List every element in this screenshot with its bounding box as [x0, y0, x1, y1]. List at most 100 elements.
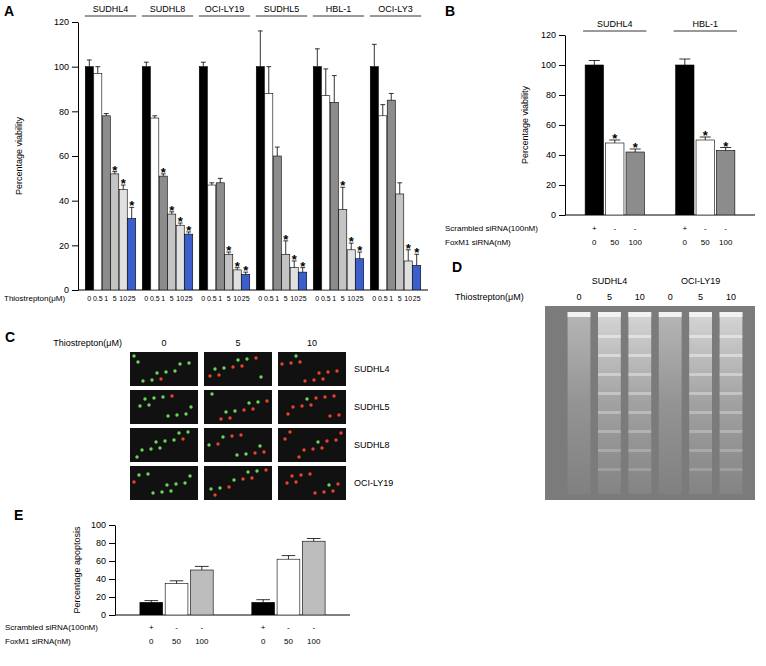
y-tick-label: 80 — [59, 107, 69, 117]
cell-dot — [137, 473, 140, 476]
gel-band — [720, 373, 743, 376]
condition-value: - — [287, 623, 290, 632]
micrograph — [130, 466, 198, 500]
gel-band — [689, 335, 712, 338]
category-underline — [85, 16, 136, 17]
condition-value: + — [592, 224, 597, 233]
lane-label: 10 — [726, 292, 736, 302]
x-tick-label: 0 — [144, 295, 148, 302]
micrograph — [278, 428, 346, 462]
x-tick-label: 1 — [104, 295, 108, 302]
error-bar-cap — [397, 182, 402, 183]
condition-value: - — [634, 224, 637, 233]
cell-dot — [244, 452, 247, 455]
y-tick-mark — [109, 597, 115, 598]
bar-panel: A020406080100120Percentage viabilitySUDH… — [4, 3, 428, 303]
bar — [606, 143, 624, 215]
gel-band — [628, 392, 651, 395]
category-label: SUDHL5 — [264, 4, 300, 14]
cell-dot — [146, 472, 149, 475]
condition-value: 100 — [307, 637, 321, 646]
error-bar — [258, 31, 263, 67]
cell-dot — [132, 354, 135, 357]
cell-dot — [141, 379, 144, 382]
cell-dot — [240, 364, 243, 367]
cell-dot — [164, 370, 167, 373]
cell-dot — [160, 490, 163, 493]
y-tick-mark — [72, 67, 78, 68]
bar — [299, 272, 307, 290]
gel-band — [689, 411, 712, 414]
panel-label: A — [4, 3, 14, 19]
cell-dot — [155, 371, 158, 374]
error-bar-cap — [209, 182, 214, 183]
cell-dot — [311, 447, 314, 450]
gel-band — [628, 449, 651, 452]
error-bar-stem — [89, 60, 90, 67]
bar — [413, 265, 421, 290]
cell-dot — [259, 375, 262, 378]
error-bar-cap — [87, 59, 92, 60]
y-tick-label: 0 — [551, 210, 556, 220]
panel-label: E — [14, 507, 23, 523]
x-tick-label: 0 — [258, 295, 262, 302]
error-bar-stem — [325, 69, 326, 96]
cell-dot — [286, 412, 289, 415]
condition-value: 50 — [701, 238, 710, 247]
bar — [379, 116, 387, 290]
condition-value: 100 — [629, 238, 643, 247]
bar — [339, 210, 347, 290]
bar — [396, 194, 404, 290]
gel-band — [598, 449, 621, 452]
cell-dot — [136, 360, 139, 363]
gel-band — [720, 411, 743, 414]
gel-band — [628, 430, 651, 433]
error-bar — [144, 62, 149, 66]
x-tick-label: 25 — [185, 295, 193, 302]
y-tick-label: 20 — [546, 180, 556, 190]
x-axis-title: Thiostrepton(μM) — [53, 338, 122, 348]
cell-dot — [219, 417, 222, 420]
y-tick: 120 — [541, 30, 565, 40]
cell-dot — [316, 440, 319, 443]
cell-dot — [250, 476, 253, 479]
bar — [142, 67, 150, 290]
error-bar — [170, 581, 184, 584]
bar — [696, 140, 714, 215]
gel-band — [689, 449, 712, 452]
y-tick-mark — [72, 290, 78, 291]
cell-dot — [207, 443, 210, 446]
cell-dot — [251, 407, 254, 410]
significance-mark: * — [178, 214, 184, 229]
cell-dot — [143, 397, 146, 400]
error-bar-stem — [203, 62, 204, 66]
gel-lane — [689, 312, 712, 494]
condition-value: - — [724, 224, 727, 233]
cell-dot — [323, 395, 326, 398]
bar — [252, 602, 275, 615]
significance-mark: * — [121, 176, 127, 191]
error-bar — [679, 59, 690, 65]
cell-dot — [151, 491, 154, 494]
x-tick-label: 5 — [113, 295, 117, 302]
x-tick-label: 5 — [284, 295, 288, 302]
bar-panel: B020406080100120Percentage viabilitySUDH… — [445, 3, 755, 247]
gel-band — [689, 468, 712, 471]
column-label: 10 — [307, 338, 317, 348]
error-bar-stem — [317, 49, 318, 67]
error-bar-cap — [144, 600, 158, 601]
x-tick-label: 10 — [176, 295, 184, 302]
significance-mark: * — [161, 165, 167, 180]
cell-dot — [302, 448, 305, 451]
x-tick-label: 1 — [161, 295, 165, 302]
cell-dot — [175, 413, 178, 416]
x-tick-label: 0.5 — [93, 295, 103, 302]
error-bar-stem — [399, 183, 400, 194]
y-tick-label: 100 — [541, 60, 556, 70]
category-label: HBL-1 — [692, 19, 718, 29]
cell-dot — [209, 487, 212, 490]
gel-band — [628, 373, 651, 376]
gel-band — [598, 373, 621, 376]
gel-panel: DThiostrepton(μM)SUDHL40510OCI-LY190510 — [452, 259, 755, 500]
bar — [94, 73, 102, 290]
